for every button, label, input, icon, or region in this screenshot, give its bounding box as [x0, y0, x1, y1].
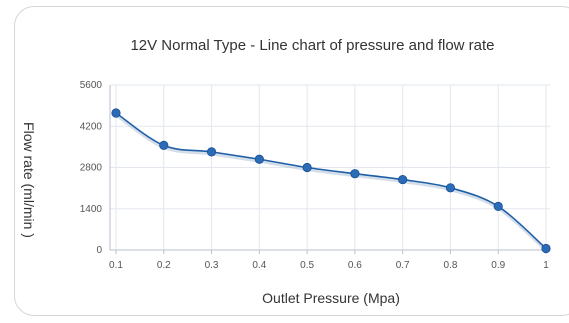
x-tick-label: 0.2 — [157, 260, 171, 271]
chart-title: 12V Normal Type - Line chart of pressure… — [130, 37, 495, 54]
x-tick-labels: 0.1 0.2 0.3 0.4 0.5 0.6 0.7 0.8 0.9 1 — [109, 260, 549, 271]
x-axis-label: Outlet Pressure (Mpa) — [262, 290, 400, 306]
series-layer — [111, 108, 551, 254]
data-point — [111, 108, 121, 118]
y-tick-label: 1400 — [80, 204, 103, 215]
chart-card — [14, 6, 569, 316]
x-tick-label: 0.4 — [252, 260, 266, 271]
y-tick-label: 2800 — [80, 163, 103, 174]
data-point — [541, 243, 551, 254]
series-line-shadow — [115, 113, 547, 252]
data-point — [350, 169, 360, 179]
x-tick-label: 0.5 — [300, 260, 314, 271]
x-tick-label: 1 — [543, 260, 549, 271]
data-point — [398, 174, 408, 185]
y-tick-label: 5600 — [80, 80, 103, 91]
x-tick-label: 0.7 — [396, 260, 410, 271]
x-tick-label: 0.9 — [491, 260, 505, 271]
y-tick-label: 4200 — [80, 121, 103, 132]
x-tick-label: 0.8 — [443, 260, 457, 271]
x-tick-label: 0.1 — [109, 260, 123, 271]
x-tick-label: 0.3 — [205, 260, 219, 271]
data-point — [254, 154, 264, 164]
data-point — [302, 162, 312, 173]
grid-lines — [110, 84, 550, 251]
y-tick-label: 0 — [96, 245, 102, 256]
axes — [109, 85, 550, 254]
data-point — [445, 183, 456, 193]
data-point — [493, 201, 503, 211]
data-point — [206, 147, 217, 157]
data-point — [159, 140, 169, 151]
x-tick-label: 0.6 — [348, 260, 362, 271]
y-tick-labels: 0 1400 2800 4200 5600 — [80, 80, 103, 256]
series-line — [115, 112, 547, 250]
